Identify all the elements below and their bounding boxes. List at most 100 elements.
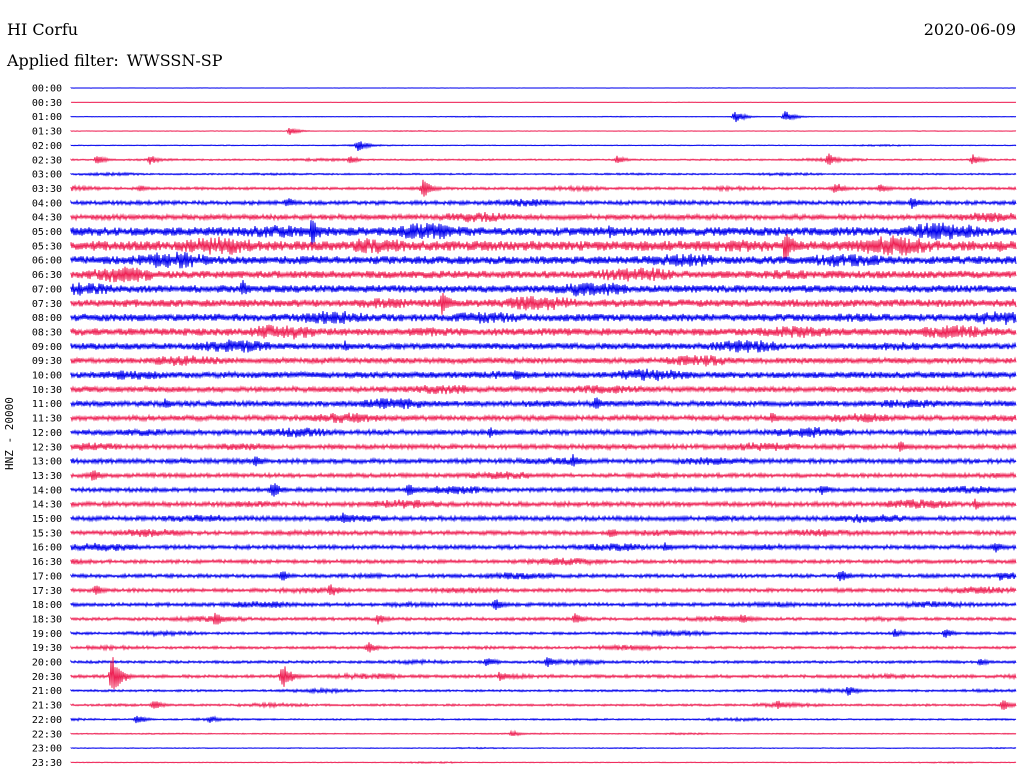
trace-0830 <box>70 324 1017 340</box>
time-label-0130: 01:30 <box>32 127 62 138</box>
station-title: HI Corfu <box>7 20 79 39</box>
trace-1530 <box>70 528 1017 538</box>
time-label-0600: 06:00 <box>32 256 62 267</box>
time-label-0730: 07:30 <box>32 299 62 310</box>
time-label-1230: 12:30 <box>32 442 62 453</box>
time-label-2300: 23:00 <box>32 744 62 755</box>
time-label-2230: 22:30 <box>32 729 62 740</box>
trace-0430 <box>70 212 1017 223</box>
time-label-0700: 07:00 <box>32 284 62 295</box>
time-label-1400: 14:00 <box>32 485 62 496</box>
time-label-0630: 06:30 <box>32 270 62 281</box>
time-label-2100: 21:00 <box>32 686 62 697</box>
time-label-0400: 04:00 <box>32 198 62 209</box>
time-label-0200: 02:00 <box>32 141 62 152</box>
filter-name: WWSSN-SP <box>126 51 223 70</box>
trace-0000 <box>70 87 1017 89</box>
trace-0730 <box>70 292 1017 315</box>
trace-0600 <box>70 251 1017 269</box>
time-label-0000: 00:00 <box>32 84 62 95</box>
trace-0700 <box>70 280 1017 297</box>
time-label-1130: 11:30 <box>32 414 62 425</box>
trace-1930 <box>70 642 1017 653</box>
time-label-1900: 19:00 <box>32 629 62 640</box>
time-label-1630: 16:30 <box>32 557 62 568</box>
time-label-0330: 03:30 <box>32 184 62 195</box>
trace-1630 <box>70 557 1017 567</box>
trace-2300 <box>70 746 1017 750</box>
trace-0800 <box>70 311 1017 326</box>
trace-1430 <box>70 498 1017 510</box>
time-label-1930: 19:30 <box>32 643 62 654</box>
trace-2130 <box>70 700 1017 710</box>
trace-1130 <box>70 412 1017 424</box>
trace-2100 <box>70 686 1017 696</box>
time-label-0830: 08:30 <box>32 327 62 338</box>
trace-0500 <box>70 220 1017 245</box>
time-label-1600: 16:00 <box>32 543 62 554</box>
trace-2000 <box>70 657 1017 667</box>
time-label-1030: 10:30 <box>32 385 62 396</box>
trace-1000 <box>70 368 1017 382</box>
time-label-1300: 13:00 <box>32 457 62 468</box>
trace-0230 <box>70 153 1017 165</box>
time-label-0800: 08:00 <box>32 313 62 324</box>
time-label-1830: 18:30 <box>32 614 62 625</box>
time-label-1800: 18:00 <box>32 600 62 611</box>
trace-1800 <box>70 599 1017 611</box>
trace-0530 <box>70 233 1017 261</box>
time-label-0430: 04:30 <box>32 213 62 224</box>
time-label-1330: 13:30 <box>32 471 62 482</box>
trace-0200 <box>70 141 1017 152</box>
time-label-0930: 09:30 <box>32 356 62 367</box>
trace-1300 <box>70 454 1017 467</box>
time-label-1430: 14:30 <box>32 500 62 511</box>
trace-1500 <box>70 512 1017 524</box>
trace-1030 <box>70 384 1017 395</box>
time-label-0100: 01:00 <box>32 112 62 123</box>
time-label-2330: 23:30 <box>32 758 62 769</box>
time-label-2130: 21:30 <box>32 701 62 712</box>
trace-0100 <box>70 111 1017 123</box>
time-label-2200: 22:00 <box>32 715 62 726</box>
trace-1330 <box>70 470 1017 481</box>
time-label-1700: 17:00 <box>32 571 62 582</box>
filter-line: Applied filter: WWSSN-SP <box>7 52 222 70</box>
trace-0900 <box>70 339 1017 353</box>
trace-1200 <box>70 427 1017 438</box>
trace-0630 <box>70 266 1017 283</box>
date-label: 2020-06-09 <box>923 20 1016 39</box>
time-label-1730: 17:30 <box>32 586 62 597</box>
time-label-2000: 20:00 <box>32 658 62 669</box>
time-label-2030: 20:30 <box>32 672 62 683</box>
time-label-0900: 09:00 <box>32 342 62 353</box>
time-label-1100: 11:00 <box>32 399 62 410</box>
trace-2230 <box>70 729 1017 737</box>
time-label-0230: 02:30 <box>32 155 62 166</box>
trace-2030 <box>70 657 1017 690</box>
trace-0400 <box>70 198 1017 209</box>
trace-1700 <box>70 570 1017 582</box>
trace-2330 <box>70 760 1017 765</box>
trace-0130 <box>70 127 1017 135</box>
trace-0030 <box>70 101 1017 104</box>
trace-1100 <box>70 397 1017 410</box>
trace-1600 <box>70 542 1017 553</box>
trace-0330 <box>70 179 1017 197</box>
time-label-1000: 10:00 <box>32 371 62 382</box>
trace-2200 <box>70 715 1017 724</box>
time-label-0530: 05:30 <box>32 241 62 252</box>
trace-1230 <box>70 441 1017 452</box>
time-label-0030: 00:30 <box>32 98 62 109</box>
trace-1900 <box>70 628 1017 638</box>
filter-label: Applied filter: <box>7 51 119 70</box>
trace-0300 <box>70 171 1017 177</box>
trace-1830 <box>70 612 1017 625</box>
time-label-1500: 15:00 <box>32 514 62 525</box>
trace-1400 <box>70 483 1017 497</box>
time-label-0500: 05:00 <box>32 227 62 238</box>
time-label-1530: 15:30 <box>32 528 62 539</box>
time-label-0300: 03:00 <box>32 170 62 181</box>
